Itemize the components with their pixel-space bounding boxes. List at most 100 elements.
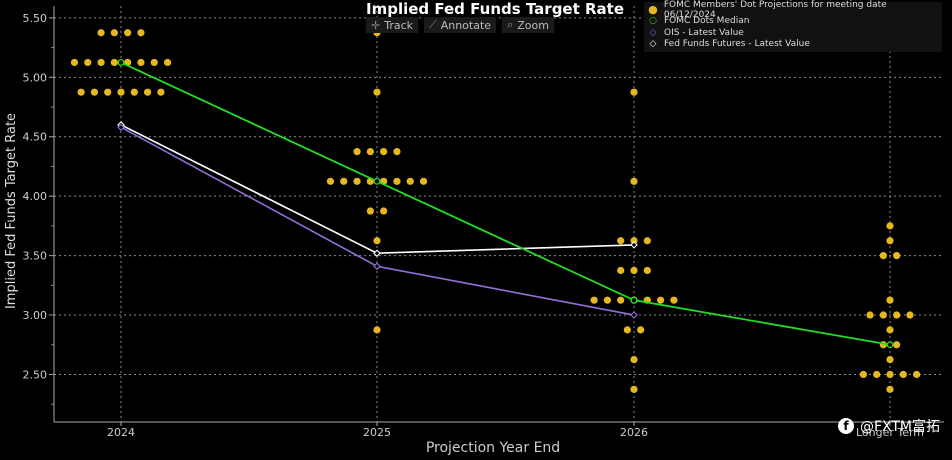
fomc-dot bbox=[617, 237, 625, 245]
fomc-dot bbox=[326, 177, 335, 185]
legend-item-futures: ◇ Fed Funds Futures - Latest Value bbox=[648, 39, 938, 51]
fomc-dot bbox=[110, 58, 118, 67]
fomc-dot bbox=[393, 177, 401, 185]
x-tick-label: 2026 bbox=[620, 426, 648, 439]
y-tick-label: 5.50 bbox=[23, 12, 48, 25]
fomc-dot bbox=[124, 29, 132, 37]
fomc-dot bbox=[630, 88, 638, 96]
zoom-button[interactable]: ⌕ Zoom bbox=[502, 17, 554, 33]
fomc-dot bbox=[670, 296, 678, 304]
y-axis-label: Implied Fed Funds Target Rate bbox=[4, 113, 19, 309]
legend-label-futures: Fed Funds Futures - Latest Value bbox=[664, 39, 810, 50]
fomc-dot bbox=[419, 177, 428, 185]
fomc-dot bbox=[879, 252, 887, 260]
median-point bbox=[117, 59, 125, 66]
watermark-text: @FXTM富拓 bbox=[859, 419, 940, 435]
fomc-dot bbox=[623, 326, 631, 334]
fomc-dot bbox=[643, 266, 651, 275]
fomc-dot bbox=[906, 311, 914, 319]
fomc-dot bbox=[886, 385, 894, 393]
y-tick-label: 3.50 bbox=[23, 250, 48, 263]
fomc-dot bbox=[104, 88, 112, 96]
fomc-dot bbox=[630, 177, 638, 185]
fomc-dot bbox=[886, 356, 894, 364]
fomc-dot bbox=[97, 29, 105, 37]
median-point bbox=[630, 296, 638, 304]
series-line bbox=[120, 61, 891, 346]
fomc-dot bbox=[144, 88, 152, 96]
legend-label-ois: OIS - Latest Value bbox=[664, 27, 744, 38]
y-tick-label: 5.00 bbox=[23, 71, 48, 84]
fomc-dot bbox=[893, 341, 901, 349]
fomc-dot bbox=[886, 222, 894, 230]
zoom-label: Zoom bbox=[517, 18, 549, 32]
y-tick-label: 3.00 bbox=[23, 309, 48, 322]
fomc-dot bbox=[893, 252, 901, 260]
fomc-dot bbox=[137, 29, 145, 37]
fomc-dot bbox=[866, 311, 874, 319]
x-axis-label: Projection Year End bbox=[426, 440, 560, 456]
x-tick-label: Longer Term bbox=[856, 426, 924, 439]
fomc-dot bbox=[630, 356, 638, 364]
fomc-dot bbox=[630, 237, 638, 245]
fomc-dot bbox=[617, 266, 625, 275]
annotate-label: Annotate bbox=[440, 18, 492, 32]
track-button[interactable]: ✛ Track bbox=[366, 17, 419, 33]
fomc-dot bbox=[393, 148, 401, 156]
fomc-dot bbox=[899, 370, 907, 379]
fomc-dot bbox=[590, 296, 598, 304]
x-tick-label: 2024 bbox=[107, 426, 135, 439]
diamond-marker-icon: ◇ bbox=[649, 39, 657, 50]
series-point bbox=[117, 123, 125, 132]
fomc-dot bbox=[886, 296, 894, 304]
median-point bbox=[373, 177, 381, 185]
fomc-dot bbox=[406, 177, 414, 185]
fomc-dot bbox=[617, 296, 625, 304]
fomc-dot bbox=[340, 177, 348, 185]
fomc-dot bbox=[380, 207, 388, 215]
legend-label-median: FOMC Dots Median bbox=[664, 16, 750, 27]
fomc-dot bbox=[373, 326, 381, 334]
fomc-dot bbox=[353, 177, 361, 185]
series-point bbox=[630, 311, 638, 319]
fomc-dot bbox=[630, 266, 638, 275]
legend-label-dots: FOMC Members' Dot Projections for meetin… bbox=[663, 0, 887, 20]
series-point bbox=[373, 262, 381, 271]
annotate-button[interactable]: ⟋ Annotate bbox=[424, 17, 497, 33]
track-label: Track bbox=[384, 18, 414, 32]
fomc-dot bbox=[130, 88, 138, 96]
series-line bbox=[120, 124, 635, 255]
fomc-dot bbox=[373, 237, 381, 245]
pencil-icon: ⟋ bbox=[429, 18, 437, 31]
fomc-dot bbox=[657, 296, 665, 304]
fomc-dot bbox=[380, 148, 388, 156]
fomc-dot bbox=[117, 88, 125, 96]
magnifier-icon: ⌕ bbox=[507, 18, 514, 31]
fomc-dot bbox=[873, 370, 881, 379]
circle-marker-icon: ○ bbox=[649, 16, 657, 27]
fomc-dot bbox=[879, 311, 887, 319]
diamond-marker-icon: ◇ bbox=[649, 27, 657, 38]
crosshair-icon: ✛ bbox=[371, 18, 381, 32]
fomc-dot bbox=[859, 370, 868, 379]
x-tick-label: 2025 bbox=[363, 426, 391, 439]
y-tick-label: 4.50 bbox=[23, 131, 48, 144]
y-tick-label: 4.00 bbox=[23, 190, 48, 203]
fomc-dot bbox=[84, 58, 92, 67]
chart-title: Implied Fed Funds Target Rate bbox=[366, 0, 625, 18]
fomc-dot bbox=[150, 58, 158, 67]
fomc-dot bbox=[886, 237, 894, 245]
fomc-dot bbox=[90, 88, 98, 96]
chart-legend: ● FOMC Members' Dot Projections for meet… bbox=[644, 0, 942, 52]
fomc-dot bbox=[603, 296, 612, 304]
watermark: f @FXTM富拓 bbox=[837, 416, 940, 436]
fomc-dot bbox=[886, 370, 894, 379]
facebook-icon: f bbox=[837, 418, 854, 434]
fomc-dot bbox=[353, 148, 361, 156]
fomc-dot bbox=[110, 29, 118, 37]
fomc-dot bbox=[70, 58, 79, 67]
dot-marker-icon: ● bbox=[648, 3, 658, 17]
fomc-dot bbox=[637, 326, 645, 334]
fomc-dot bbox=[643, 237, 651, 245]
